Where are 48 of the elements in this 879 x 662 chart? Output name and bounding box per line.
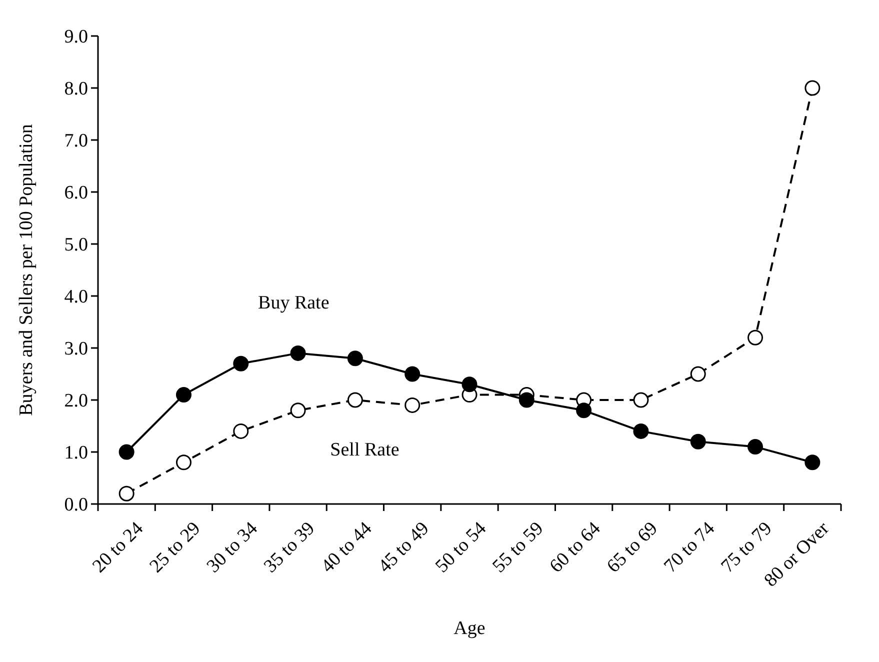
point <box>176 454 192 470</box>
x-tick-label: 65 to 69 <box>603 518 662 577</box>
point <box>804 80 820 96</box>
point <box>233 356 249 372</box>
point <box>118 486 134 502</box>
point <box>748 330 764 346</box>
x-tick-label: 50 to 54 <box>432 518 491 577</box>
point <box>748 439 764 455</box>
point <box>690 366 706 382</box>
x-tick-label: 55 to 59 <box>488 518 548 577</box>
point <box>347 350 363 366</box>
x-tick-label: 70 to 74 <box>660 518 720 577</box>
point <box>233 423 249 439</box>
point <box>518 392 534 408</box>
y-tick-label: 0.0 <box>64 494 88 516</box>
y-tick-label: 9.0 <box>64 26 88 48</box>
text: Buy Rate <box>258 292 330 314</box>
x-tick-label: 35 to 39 <box>260 518 319 577</box>
x-tick-label: 60 to 64 <box>546 518 606 577</box>
point <box>804 454 820 470</box>
point <box>690 434 706 450</box>
x-tick-label: 30 to 34 <box>202 518 262 577</box>
series-label: Sell Rate <box>330 439 400 460</box>
y-axis-title: Buyers and Sellers per 100 Population <box>16 124 37 416</box>
point <box>576 402 592 418</box>
point <box>633 392 649 408</box>
x-tick-label: 25 to 29 <box>146 518 205 577</box>
point <box>633 423 649 439</box>
point <box>290 402 306 418</box>
y-tick-label: 4.0 <box>64 286 88 308</box>
x-tick-label: 20 to 24 <box>88 518 148 577</box>
point <box>176 387 192 403</box>
point <box>347 392 363 408</box>
y-tick-label: 7.0 <box>64 130 88 152</box>
y-tick-label: 8.0 <box>64 78 88 100</box>
point <box>404 397 420 413</box>
x-axis-title: Age <box>454 618 486 639</box>
y-tick-label: 6.0 <box>64 182 88 204</box>
y-tick-label: 2.0 <box>64 390 88 412</box>
y-tick-label: 5.0 <box>64 234 88 256</box>
y-tick-label: 3.0 <box>64 338 88 360</box>
point <box>462 376 478 392</box>
y-tick-label: 1.0 <box>64 442 88 464</box>
point <box>118 444 134 460</box>
point <box>290 345 306 361</box>
x-tick-label: 45 to 49 <box>374 518 434 577</box>
point <box>404 366 420 382</box>
x-tick-label: 40 to 44 <box>317 518 376 577</box>
